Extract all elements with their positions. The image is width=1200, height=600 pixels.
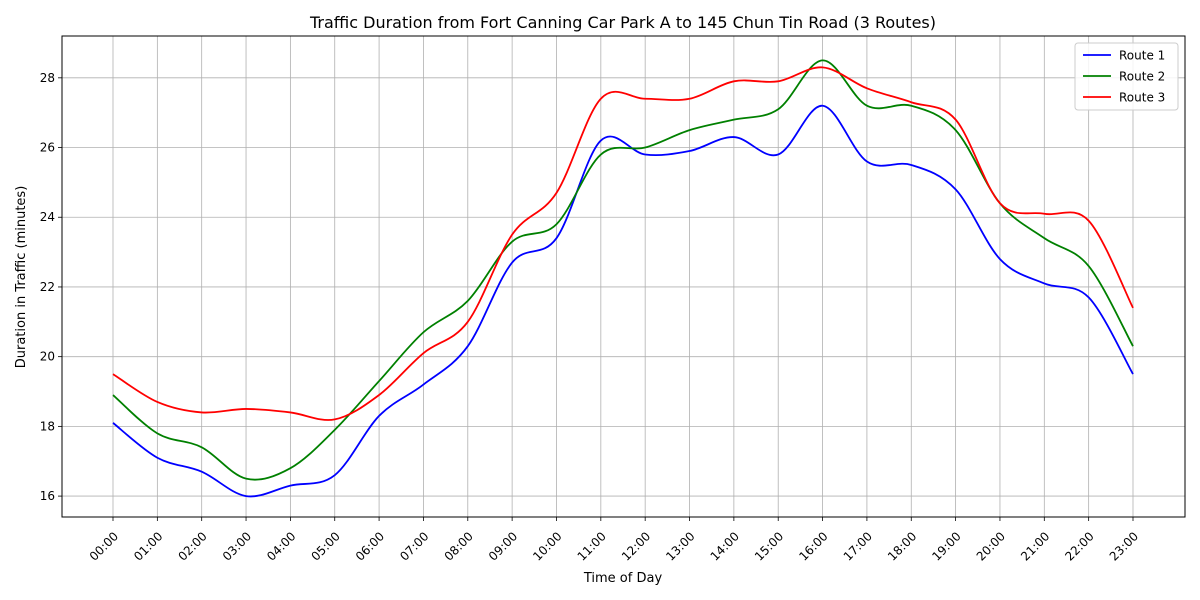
legend-label: Route 1 <box>1119 49 1165 63</box>
y-axis-label: Duration in Traffic (minutes) <box>14 186 29 369</box>
x-tick-label: 16:00 <box>796 529 830 563</box>
x-axis-label: Time of Day <box>583 571 663 586</box>
y-tick-label: 20 <box>40 350 55 364</box>
x-tick-label: 06:00 <box>353 529 387 563</box>
y-tick-label: 26 <box>40 141 55 155</box>
x-tick-label: 03:00 <box>220 529 254 563</box>
x-tick-label: 08:00 <box>442 529 476 563</box>
x-tick-label: 13:00 <box>663 529 697 563</box>
chart-title: Traffic Duration from Fort Canning Car P… <box>309 13 936 32</box>
x-tick-label: 01:00 <box>131 529 165 563</box>
x-tick-label: 00:00 <box>87 529 121 563</box>
x-tick-label: 23:00 <box>1107 529 1141 563</box>
series-line-route-3 <box>112 66 1134 421</box>
x-tick-label: 09:00 <box>486 529 520 563</box>
x-tick-label: 14:00 <box>708 529 742 563</box>
series-line-route-1 <box>112 104 1134 498</box>
legend-label: Route 3 <box>1119 91 1165 105</box>
x-tick-label: 15:00 <box>752 529 786 563</box>
x-tick-label: 22:00 <box>1062 529 1096 563</box>
x-tick-label: 10:00 <box>530 529 564 563</box>
legend: Route 1 Route 2 Route 3 <box>1074 42 1179 111</box>
legend-box <box>1074 42 1179 111</box>
plot-frame <box>61 35 1186 518</box>
x-tick-label: 02:00 <box>175 529 209 563</box>
x-axis: 00:00 01:00 02:00 03:00 04:00 05:00 06:00 07:00… <box>87 517 1141 564</box>
x-tick-label: 18:00 <box>885 529 919 563</box>
series-line-route-2 <box>112 59 1134 481</box>
x-tick-label: 21:00 <box>1018 529 1052 563</box>
x-tick-label: 12:00 <box>619 529 653 563</box>
series-group <box>112 59 1134 498</box>
y-tick-label: 28 <box>40 71 55 85</box>
y-tick-label: 24 <box>40 210 55 224</box>
x-tick-label: 11:00 <box>575 529 609 563</box>
legend-label: Route 2 <box>1119 70 1165 84</box>
x-tick-label: 04:00 <box>264 529 298 563</box>
x-tick-label: 19:00 <box>929 529 963 563</box>
y-tick-label: 22 <box>40 280 55 294</box>
y-tick-label: 18 <box>40 419 55 433</box>
x-tick-label: 05:00 <box>308 529 342 563</box>
y-tick-label: 16 <box>40 489 55 503</box>
x-tick-label: 17:00 <box>841 529 875 563</box>
x-tick-label: 07:00 <box>397 529 431 563</box>
y-axis: 16 18 20 22 24 26 28 <box>40 71 62 503</box>
x-tick-label: 20:00 <box>974 529 1008 563</box>
grid-lines <box>62 36 1185 517</box>
